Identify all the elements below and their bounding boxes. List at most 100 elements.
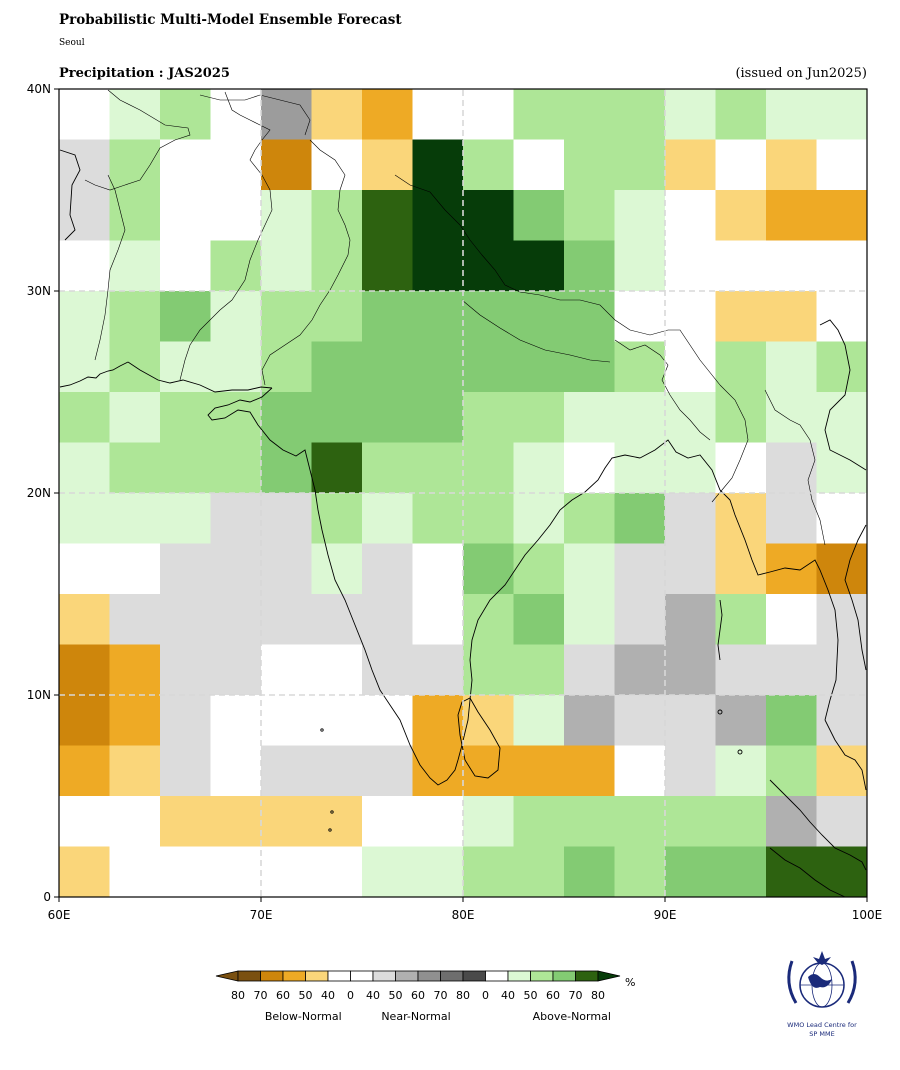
colorbar-group-label: Near-Normal [381, 1010, 450, 1023]
grid-cell [210, 493, 262, 544]
grid-cell [715, 442, 767, 494]
coastline-gujarat [207, 387, 316, 491]
grid-cell [160, 89, 211, 140]
colorbar-tick-label: 50 [524, 989, 538, 1002]
coastline-west-india [314, 489, 459, 786]
grid-cell [564, 796, 615, 847]
colorbar-tick-label: 50 [299, 989, 313, 1002]
grid-cell [766, 644, 817, 696]
grid-cell [614, 341, 666, 393]
colorbar-unit: % [625, 976, 635, 989]
maldives-1 [330, 810, 334, 814]
grid-cell [766, 89, 817, 140]
grid-cell [715, 695, 767, 746]
grid-cell [564, 240, 615, 292]
grid-cell [463, 543, 514, 595]
grid-cell [261, 846, 312, 898]
grid-cell [311, 442, 363, 494]
border-china [394, 174, 721, 386]
grid-cell [160, 745, 211, 797]
coastline-sumatra [769, 847, 846, 898]
grid-cell [463, 240, 514, 292]
grid-cell [210, 139, 262, 191]
grid-cell [564, 846, 615, 898]
grid-cell [160, 846, 211, 898]
border-afghanistan [84, 89, 191, 191]
border-iran [94, 174, 126, 361]
colorbar-swatch [350, 970, 374, 982]
grid-cell [59, 695, 110, 746]
grid-cell [210, 190, 262, 241]
border-bhutan-ne [614, 339, 711, 441]
grid-cell [311, 695, 363, 746]
grid-cell [412, 594, 464, 645]
country-borders [84, 89, 826, 546]
grid-cell [463, 392, 514, 443]
grid-cell [513, 89, 565, 140]
grid-cell [513, 392, 565, 443]
grid-cell [463, 89, 514, 140]
maldives-2 [328, 828, 332, 832]
grid-cell [614, 493, 666, 544]
grid-cell [210, 846, 262, 898]
grid-cell [766, 442, 817, 494]
andaman-islands [717, 599, 723, 661]
colorbar-tick-label: 80 [591, 989, 605, 1002]
grid-cell [816, 89, 868, 140]
colorbar-tick-label: 40 [366, 989, 380, 1002]
grid-cell [665, 796, 716, 847]
colorbar-swatch [327, 970, 351, 982]
grid-cell [160, 240, 211, 292]
border-pakistan-afghan [179, 91, 273, 381]
grid-cell [160, 644, 211, 696]
x-tick-label: 70E [250, 908, 273, 922]
grid-cell [59, 745, 110, 797]
grid-cell [766, 240, 817, 292]
grid-cell [463, 291, 514, 342]
grid-cell [362, 442, 413, 494]
coastline-east-india [457, 454, 641, 761]
grid-cell [210, 89, 262, 140]
grid-cell [362, 291, 413, 342]
grid-cell [59, 796, 110, 847]
grid-cell [766, 341, 817, 393]
colorbar-swatch [507, 970, 531, 982]
grid-cell [210, 341, 262, 393]
x-tick-label: 100E [852, 908, 883, 922]
grid-cell [412, 543, 464, 595]
grid-cell [160, 594, 211, 645]
x-tick-label: 60E [48, 908, 71, 922]
colorbar-swatch [485, 970, 509, 982]
grid-cell [564, 139, 615, 191]
grid-cell [59, 89, 110, 140]
logo-continents [808, 974, 832, 988]
grid-cell [463, 695, 514, 746]
grid-cell [766, 695, 817, 746]
grid-cell [564, 543, 615, 595]
grid-cell [665, 644, 716, 696]
grid-cell [715, 139, 767, 191]
nicobar-island-1 [717, 709, 723, 715]
grid-cell [614, 392, 666, 443]
grid-cell [816, 240, 868, 292]
logo-star [813, 951, 831, 965]
grid-cell [463, 341, 514, 393]
grid-cell [59, 190, 110, 241]
grid-cell [311, 644, 363, 696]
grid-cell [311, 190, 363, 241]
grid-cell [59, 846, 110, 898]
grid-cell [715, 796, 767, 847]
grid-cell [109, 543, 161, 595]
colorbar-tick-label: 80 [456, 989, 470, 1002]
grid-cell [715, 89, 767, 140]
grid-cell [715, 392, 767, 443]
grid-cell [59, 644, 110, 696]
colorbar-tick-label: 60 [276, 989, 290, 1002]
grid-cell [614, 745, 666, 797]
colorbar-tick-label: 60 [411, 989, 425, 1002]
nicobar-island-2 [737, 749, 743, 755]
issued-date: (issued on Jun2025) [735, 66, 867, 81]
grid-cell [362, 341, 413, 393]
grid-cell [109, 644, 161, 696]
colorbar-tick-label: 40 [321, 989, 335, 1002]
